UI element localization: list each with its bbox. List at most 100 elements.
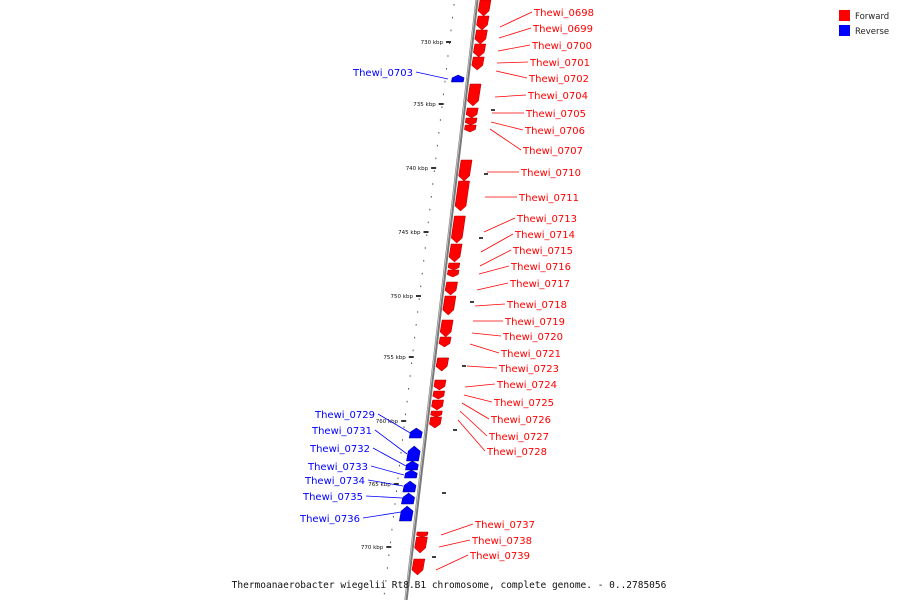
- gene-leader-line: [476, 282, 509, 291]
- minor-tick-dot: [430, 196, 432, 198]
- gene-label-forward: Thewi_0705: [525, 109, 586, 120]
- gene-label-forward: Thewi_0714: [514, 230, 575, 241]
- gene-label-forward: Thewi_0702: [528, 74, 589, 85]
- minor-tick-dot: [411, 362, 413, 364]
- minor-tick-dots: [383, 4, 495, 595]
- gene-leader-line: [469, 343, 500, 354]
- gene-leader-line: [367, 479, 404, 487]
- minor-tick-dot: [391, 528, 393, 531]
- gene-label-reverse: Thewi_0734: [304, 476, 365, 487]
- gene-leader-line: [459, 410, 488, 437]
- forward-gene: [429, 416, 442, 429]
- minor-tick-dot: [403, 426, 405, 428]
- forward-gene: [472, 43, 487, 58]
- reverse-gene: [406, 445, 421, 462]
- minor-tick-dot: [415, 324, 417, 326]
- forward-gene: [450, 215, 466, 244]
- minor-tick-dot: [395, 490, 397, 492]
- gene-label-forward: Thewi_0698: [533, 8, 594, 19]
- forward-gene: [438, 336, 452, 348]
- minor-tick-dot: [402, 439, 404, 441]
- gene-leader-line: [464, 383, 496, 388]
- gene-label-forward: Thewi_0719: [504, 317, 565, 328]
- forward-gene: [464, 117, 478, 126]
- gene-leader-line: [499, 11, 533, 28]
- minor-tick-dot: [445, 68, 447, 70]
- minor-tick-dot: [386, 567, 388, 569]
- gene-leader-line: [497, 44, 531, 52]
- minor-tick-dot: [398, 464, 400, 467]
- gene-leader-line: [494, 94, 527, 98]
- gene-leader-line: [490, 121, 524, 131]
- legend-swatch-forward: [839, 10, 850, 21]
- gene-leader-line: [365, 495, 403, 499]
- gene-leader-line: [457, 419, 486, 452]
- minor-tick-dot: [397, 477, 399, 480]
- gene-label-forward: Thewi_0701: [529, 58, 590, 69]
- gene-label-forward: Thewi_0700: [531, 41, 592, 52]
- gene-label-reverse: Thewi_0731: [311, 426, 372, 437]
- gene-leader-line: [435, 554, 469, 571]
- forward-gene: [476, 15, 490, 31]
- forward-gene: [432, 390, 446, 400]
- gene-label-forward: Thewi_0721: [500, 349, 561, 360]
- gene-leader-line: [471, 332, 502, 337]
- forward-gene: [411, 558, 426, 576]
- reverse-gene: [408, 427, 423, 439]
- forward-gene: [467, 83, 482, 107]
- forward-gene: [430, 410, 443, 418]
- forward-gene: [447, 262, 461, 271]
- legend-label-forward: Forward: [855, 12, 889, 22]
- gene-label-forward: Thewi_0707: [522, 146, 583, 157]
- gene-label-reverse: Thewi_0703: [352, 68, 413, 79]
- minor-tick-dot: [438, 132, 440, 134]
- kbp-tick-label: 735 kbp: [413, 102, 436, 108]
- minor-tick-dot: [394, 503, 396, 505]
- kbp-tick-label: 730 kbp: [421, 40, 444, 46]
- minor-tick-dot: [412, 349, 414, 352]
- gene-label-forward: Thewi_0717: [509, 279, 570, 290]
- gene-leader-line: [496, 61, 529, 64]
- kbp-tick-label: 765 kbp: [368, 482, 391, 488]
- gene-label-forward: Thewi_0713: [516, 214, 577, 225]
- minor-tick-dot: [420, 285, 422, 288]
- gene-label-forward: Thewi_0725: [493, 398, 554, 409]
- gene-label-reverse: Thewi_0729: [314, 410, 375, 421]
- gene-label-forward: Thewi_0710: [520, 168, 581, 179]
- forward-gene: [464, 124, 477, 133]
- minor-tick-dot: [426, 234, 428, 236]
- gene-label-forward: Thewi_0711: [518, 193, 579, 204]
- gene-label-forward: Thewi_0715: [512, 246, 573, 257]
- kbp-tick-label: 760 kbp: [376, 419, 399, 425]
- gene-features: [399, 0, 492, 576]
- forward-gene: [431, 399, 444, 411]
- forward-gene: [477, 0, 492, 17]
- reverse-gene: [404, 469, 418, 479]
- forward-gene: [474, 29, 488, 45]
- gene-label-forward: Thewi_0706: [524, 126, 585, 137]
- forward-gene: [448, 243, 463, 263]
- gene-leader-line: [370, 465, 405, 476]
- forward-gene: [458, 159, 473, 182]
- minor-tick-dot: [421, 272, 423, 275]
- kbp-tick-label: 755 kbp: [383, 355, 406, 361]
- minor-tick-dot: [439, 119, 441, 121]
- minor-tick-dot: [432, 183, 434, 185]
- minor-tick-dot: [408, 388, 410, 390]
- kbp-tick-label: 770 kbp: [361, 545, 384, 551]
- gene-label-forward: Thewi_0739: [469, 551, 530, 562]
- minor-tick-dot: [433, 170, 435, 172]
- gene-leader-line: [440, 523, 474, 536]
- minor-tick-dot: [388, 554, 390, 556]
- minor-tick-dot: [409, 375, 411, 377]
- kbp-tick-label: 750 kbp: [391, 294, 414, 300]
- reverse-gene: [401, 492, 415, 505]
- forward-gene: [471, 56, 485, 71]
- gene-label-forward: Thewi_0723: [498, 364, 559, 375]
- reverse-gene: [402, 480, 417, 493]
- gene-leader-line: [463, 394, 493, 403]
- gene-leader-line: [474, 303, 506, 307]
- gene-leader-line: [479, 249, 512, 267]
- gene-label-forward: Thewi_0726: [490, 415, 551, 426]
